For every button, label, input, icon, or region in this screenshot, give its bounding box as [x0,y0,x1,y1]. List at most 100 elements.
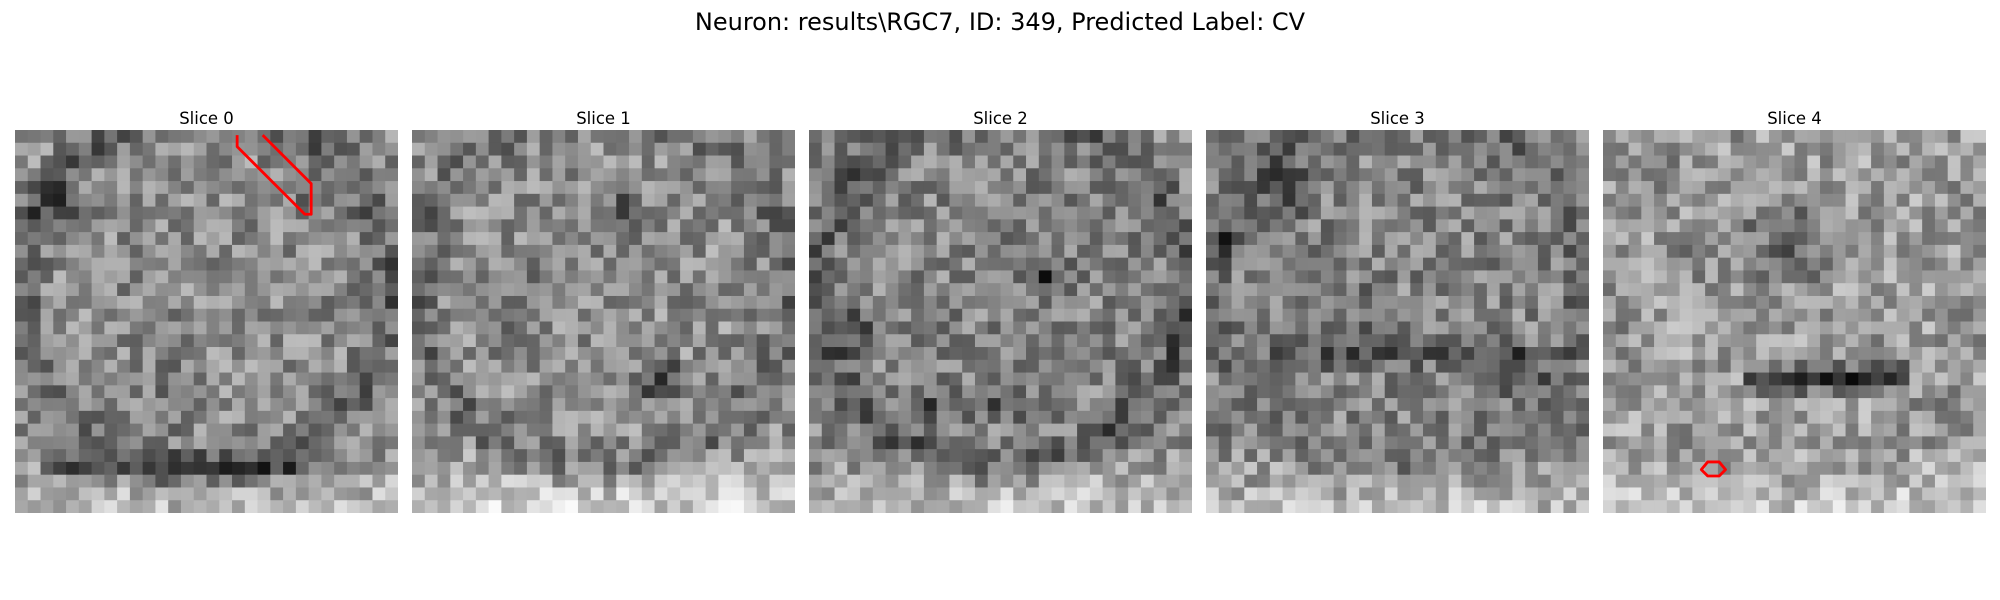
pixel [501,168,515,182]
pixel [936,372,950,386]
pixel [1820,359,1834,373]
pixel [769,474,783,488]
pixel [1947,500,1961,513]
pixel [769,449,783,463]
pixel [1166,500,1180,513]
pixel [629,487,643,501]
pixel [1832,461,1846,476]
pixel [1346,385,1360,399]
pixel [40,232,54,246]
pixel [359,436,373,450]
pixel [514,257,528,271]
pixel [1064,130,1078,144]
pixel [1537,283,1552,297]
pixel [577,410,592,425]
pixel [769,130,783,144]
pixel [1883,347,1898,361]
pixel [1231,449,1245,463]
pixel [872,334,886,348]
pixel [1820,385,1834,399]
pixel [1743,257,1757,271]
pixel [168,347,182,361]
pixel [488,500,502,513]
pixel [936,181,950,195]
pixel [1717,155,1732,169]
pixel [117,244,131,259]
pixel [526,270,541,284]
pixel [667,257,681,271]
pixel [206,270,220,284]
pixel [898,295,912,310]
pixel [1013,398,1027,412]
pixel [1934,449,1949,463]
pixel [667,130,681,144]
pixel [1384,500,1398,513]
pixel [257,270,271,284]
pixel [731,347,745,361]
pixel [949,181,963,195]
pixel [104,270,118,284]
pixel [424,385,438,399]
pixel [1013,500,1027,513]
pixel [1909,193,1923,207]
pixel [974,308,989,322]
pixel [346,321,361,335]
pixel [1705,168,1719,182]
pixel [514,436,528,450]
pixel [193,308,207,322]
pixel [1257,423,1271,437]
pixel [257,295,271,310]
pixel [1934,283,1949,297]
pixel [731,244,745,259]
pixel [1384,385,1398,399]
pixel [308,398,322,412]
pixel [359,155,373,169]
pixel [705,295,719,310]
pixel [1845,410,1859,425]
pixel [232,474,246,488]
pixel [1206,257,1220,271]
pixel [872,474,886,488]
pixel [1679,359,1693,373]
pixel [244,206,258,220]
pixel [885,410,899,425]
pixel [680,321,694,335]
pixel [1244,461,1258,476]
pixel [718,385,732,399]
pixel [1499,168,1513,182]
pixel [1026,270,1040,284]
pixel [974,181,989,195]
pixel [1320,385,1335,399]
pixel [1435,193,1449,207]
pixel [1883,130,1898,144]
pixel [872,410,886,425]
pixel [1603,359,1617,373]
pixel [1679,474,1693,488]
pixel [1269,423,1283,437]
pixel [769,321,783,335]
pixel [1563,168,1577,182]
pixel [1756,449,1770,463]
pixel [1615,130,1629,144]
pixel [1128,487,1142,501]
pixel [1013,219,1027,233]
pixel [565,474,579,488]
pixel [654,321,668,335]
pixel [1051,436,1065,450]
pixel [1371,155,1386,169]
pixel [821,487,835,501]
pixel [1102,423,1116,437]
pixel [565,359,579,373]
pixel [590,461,604,476]
pixel [769,461,783,476]
pixel [463,270,477,284]
slice-panel-3: Slice 3 [1206,108,1589,513]
pixel [1346,168,1360,182]
pixel [641,334,655,348]
pixel [936,398,950,412]
pixel [1140,193,1155,207]
pixel [1794,142,1808,156]
pixel [962,168,976,182]
pixel [1410,487,1424,501]
pixel [1603,270,1617,284]
